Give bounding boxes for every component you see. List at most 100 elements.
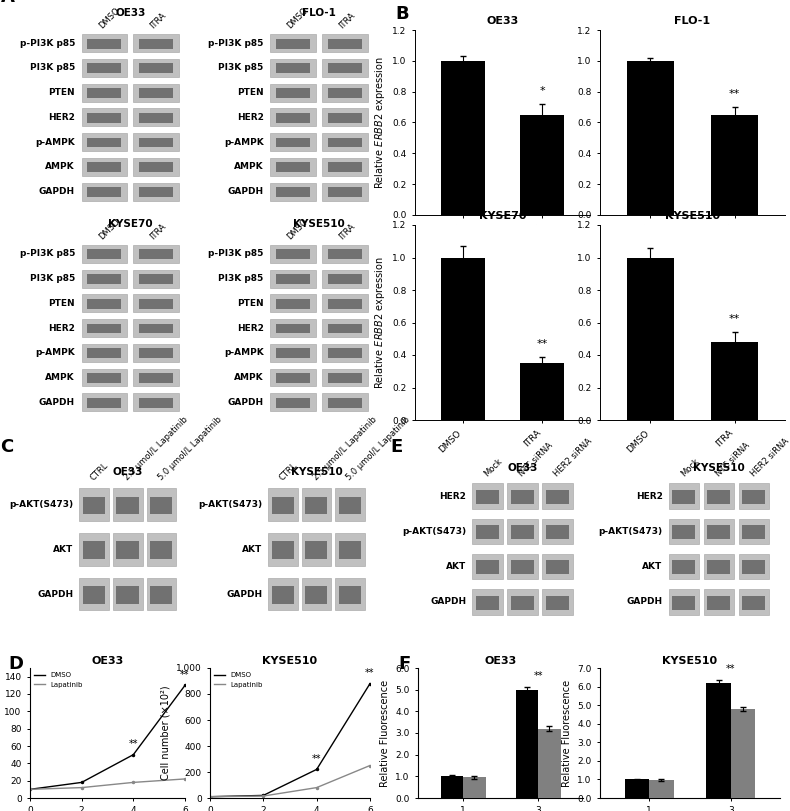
- Lapatinib: [258, 792, 268, 801]
- FancyBboxPatch shape: [668, 554, 699, 579]
- Text: GAPDH: GAPDH: [39, 187, 75, 196]
- FancyBboxPatch shape: [116, 586, 139, 604]
- FancyBboxPatch shape: [276, 113, 310, 122]
- FancyBboxPatch shape: [82, 294, 127, 312]
- FancyBboxPatch shape: [339, 542, 361, 559]
- Title: OE33: OE33: [487, 16, 518, 27]
- FancyBboxPatch shape: [82, 59, 127, 77]
- FancyBboxPatch shape: [270, 320, 316, 337]
- FancyBboxPatch shape: [672, 490, 695, 504]
- FancyBboxPatch shape: [139, 138, 173, 148]
- Text: DMSO: DMSO: [285, 217, 310, 242]
- FancyBboxPatch shape: [82, 369, 127, 387]
- FancyBboxPatch shape: [147, 578, 176, 611]
- FancyBboxPatch shape: [328, 324, 362, 333]
- Text: **: **: [726, 663, 735, 674]
- Text: HER2: HER2: [636, 491, 663, 500]
- DMSO: [205, 792, 215, 801]
- Text: AKT: AKT: [642, 562, 663, 571]
- FancyBboxPatch shape: [328, 39, 362, 49]
- FancyBboxPatch shape: [270, 158, 316, 176]
- FancyBboxPatch shape: [511, 525, 534, 539]
- Text: PTEN: PTEN: [237, 298, 264, 308]
- FancyBboxPatch shape: [507, 590, 538, 615]
- FancyBboxPatch shape: [507, 519, 538, 544]
- Text: p-AKT(S473): p-AKT(S473): [9, 500, 73, 509]
- Text: p-PI3K p85: p-PI3K p85: [209, 39, 264, 48]
- FancyBboxPatch shape: [139, 349, 173, 358]
- Text: OE33: OE33: [507, 463, 538, 473]
- Bar: [441, 258, 484, 420]
- Text: PTEN: PTEN: [48, 88, 75, 97]
- DMSO: [180, 680, 190, 690]
- Bar: [649, 780, 674, 798]
- FancyBboxPatch shape: [328, 250, 362, 260]
- FancyBboxPatch shape: [87, 299, 122, 309]
- Bar: [712, 342, 758, 420]
- Text: D: D: [8, 655, 23, 673]
- Lapatinib: [205, 792, 215, 801]
- FancyBboxPatch shape: [672, 525, 695, 539]
- Text: PTEN: PTEN: [237, 88, 264, 97]
- Text: ITRA: ITRA: [149, 11, 168, 31]
- FancyBboxPatch shape: [322, 133, 367, 151]
- Text: **: **: [180, 670, 190, 680]
- Text: E: E: [390, 438, 403, 456]
- FancyBboxPatch shape: [113, 488, 142, 521]
- Text: HER2: HER2: [48, 324, 75, 333]
- Y-axis label: Relative Fluorescence: Relative Fluorescence: [380, 680, 389, 787]
- Title: OE33: OE33: [484, 656, 517, 666]
- FancyBboxPatch shape: [322, 320, 367, 337]
- Text: 5.0 µmol/L Lapatinib: 5.0 µmol/L Lapatinib: [345, 415, 412, 483]
- FancyBboxPatch shape: [276, 187, 310, 197]
- Text: GAPDH: GAPDH: [228, 398, 264, 407]
- Text: p-AKT(S473): p-AKT(S473): [599, 527, 663, 536]
- FancyBboxPatch shape: [305, 496, 327, 514]
- FancyBboxPatch shape: [82, 270, 127, 288]
- FancyBboxPatch shape: [272, 542, 294, 559]
- FancyBboxPatch shape: [546, 490, 569, 504]
- Legend: DMSO, Lapatinib: DMSO, Lapatinib: [32, 669, 85, 690]
- FancyBboxPatch shape: [507, 554, 538, 579]
- FancyBboxPatch shape: [542, 519, 573, 544]
- FancyBboxPatch shape: [542, 554, 573, 579]
- Lapatinib: [180, 774, 190, 783]
- Text: GAPDH: GAPDH: [226, 590, 262, 599]
- FancyBboxPatch shape: [704, 483, 735, 508]
- FancyBboxPatch shape: [743, 560, 766, 574]
- Text: ITRA: ITRA: [149, 222, 168, 242]
- FancyBboxPatch shape: [87, 162, 122, 172]
- FancyBboxPatch shape: [668, 483, 699, 508]
- Text: **: **: [365, 668, 374, 678]
- Y-axis label: Relative $\it{ERBB2}$ expression: Relative $\it{ERBB2}$ expression: [373, 56, 387, 189]
- FancyBboxPatch shape: [472, 519, 503, 544]
- Text: DMSO: DMSO: [285, 6, 310, 31]
- Text: HER2 siRNA: HER2 siRNA: [749, 436, 790, 478]
- FancyBboxPatch shape: [704, 590, 735, 615]
- FancyBboxPatch shape: [276, 162, 310, 172]
- FancyBboxPatch shape: [707, 525, 730, 539]
- FancyBboxPatch shape: [322, 158, 367, 176]
- FancyBboxPatch shape: [476, 525, 499, 539]
- FancyBboxPatch shape: [87, 138, 122, 148]
- Text: GAPDH: GAPDH: [37, 590, 73, 599]
- Text: CTRL: CTRL: [278, 461, 299, 483]
- Text: **: **: [533, 671, 543, 680]
- Lapatinib: [365, 761, 374, 770]
- FancyBboxPatch shape: [268, 534, 298, 565]
- FancyBboxPatch shape: [82, 245, 127, 263]
- FancyBboxPatch shape: [270, 344, 316, 362]
- Bar: [712, 115, 758, 215]
- Line: Lapatinib: Lapatinib: [208, 763, 372, 799]
- FancyBboxPatch shape: [150, 586, 172, 604]
- FancyBboxPatch shape: [134, 344, 179, 362]
- FancyBboxPatch shape: [82, 109, 127, 127]
- FancyBboxPatch shape: [328, 373, 362, 383]
- Text: p-AMPK: p-AMPK: [36, 349, 75, 358]
- FancyBboxPatch shape: [322, 109, 367, 127]
- Title: KYSE510: KYSE510: [665, 212, 720, 221]
- Bar: [463, 778, 486, 798]
- FancyBboxPatch shape: [328, 63, 362, 73]
- FancyBboxPatch shape: [82, 320, 127, 337]
- Y-axis label: Cell number (×10²): Cell number (×10²): [160, 685, 171, 780]
